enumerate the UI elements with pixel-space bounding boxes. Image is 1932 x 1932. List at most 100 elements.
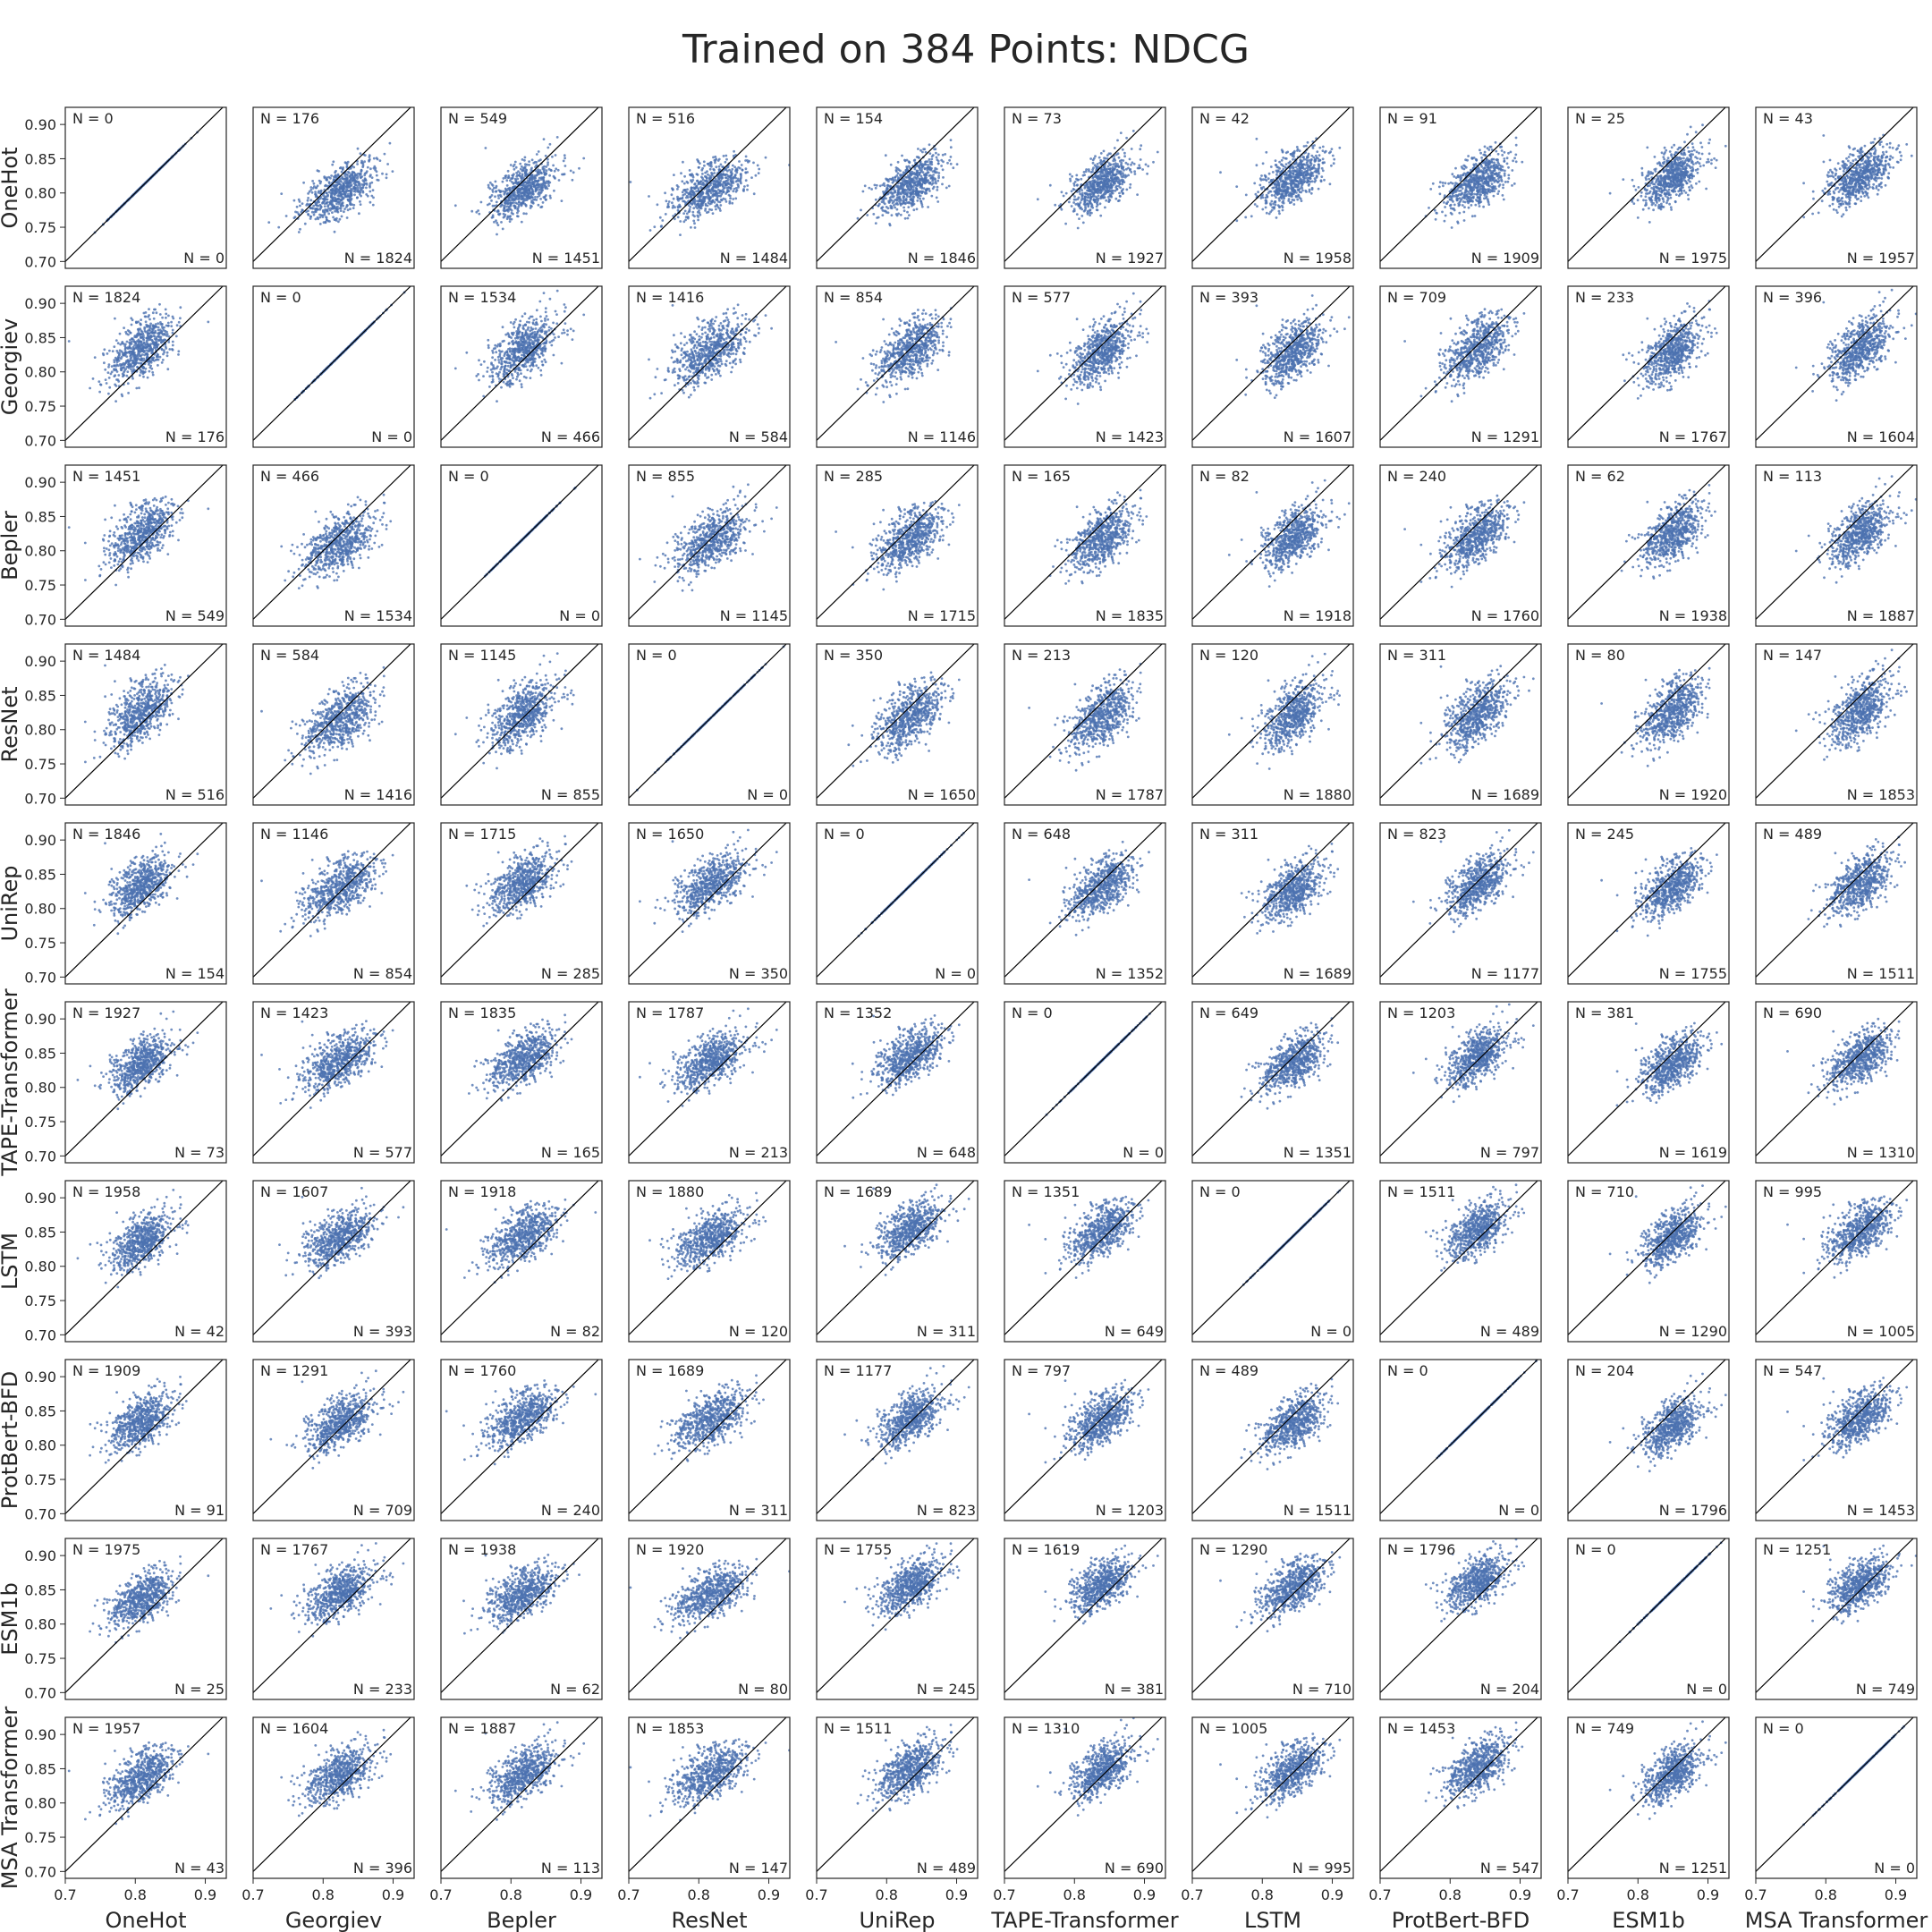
scatter-point — [1331, 148, 1334, 150]
scatter-point — [356, 196, 359, 199]
scatter-point — [1085, 203, 1088, 206]
scatter-point — [875, 222, 877, 225]
scatter-point — [517, 208, 520, 210]
scatter-point — [1470, 193, 1473, 196]
scatter-point — [1465, 185, 1468, 188]
scatter-point — [1439, 192, 1442, 195]
scatter-point — [1110, 192, 1113, 195]
scatter-point — [1654, 156, 1657, 158]
scatter-point — [1106, 172, 1109, 174]
scatter-point — [653, 225, 656, 228]
scatter-point — [475, 211, 478, 214]
scatter-point — [488, 203, 491, 206]
scatter-point — [1511, 184, 1513, 187]
scatter-point — [1275, 174, 1278, 176]
scatter-point — [924, 168, 927, 171]
scatter-point — [715, 178, 717, 181]
scatter-point — [942, 176, 945, 179]
scatter-point — [535, 199, 538, 201]
scatter-point — [712, 157, 715, 159]
scatter-point — [705, 196, 708, 199]
scatter-point — [1498, 180, 1501, 182]
scatter-point — [547, 180, 550, 182]
scatter-point — [517, 216, 520, 218]
scatter-point — [917, 156, 919, 158]
scatter-point — [757, 165, 759, 167]
scatter-point — [496, 201, 498, 204]
scatter-point — [1074, 203, 1077, 206]
scatter-point — [339, 167, 342, 170]
scatter-point — [886, 187, 888, 190]
scatter-point — [537, 180, 539, 182]
scatter-point — [1287, 177, 1290, 180]
scatter-point — [1302, 175, 1305, 178]
scatter-point — [353, 193, 356, 196]
scatter-point — [1069, 178, 1072, 181]
scatter-point — [696, 215, 699, 217]
scatter-point — [932, 187, 935, 190]
scatter-point — [1429, 188, 1432, 191]
scatter-point — [928, 152, 931, 155]
scatter-point — [504, 175, 507, 178]
scatter-point — [922, 179, 925, 182]
scatter-point — [726, 180, 729, 182]
scatter-point — [503, 177, 505, 180]
scatter-point — [547, 182, 550, 185]
scatter-point — [520, 175, 522, 178]
scatter-point — [1304, 164, 1307, 166]
scatter-point — [729, 183, 732, 186]
scatter-point — [1290, 172, 1292, 174]
scatter-point — [1301, 190, 1304, 192]
scatter-point — [509, 179, 512, 182]
scatter-point — [330, 174, 333, 177]
scatter-point — [696, 207, 699, 209]
scatter-point — [682, 200, 684, 203]
scatter-point — [325, 184, 327, 187]
scatter-point — [1502, 187, 1504, 190]
scatter-point — [556, 136, 559, 139]
scatter-point — [691, 211, 694, 214]
scatter-point — [523, 188, 526, 191]
scatter-point — [562, 174, 564, 176]
scatter-point — [327, 204, 330, 207]
scatter-point — [1470, 182, 1473, 184]
scatter-point — [686, 195, 689, 198]
diagonal-line — [817, 107, 974, 261]
scatter-point — [942, 160, 945, 163]
scatter-point — [1486, 195, 1488, 198]
scatter-point — [936, 158, 938, 161]
scatter-point — [714, 201, 716, 204]
scatter-point — [343, 174, 346, 177]
scatter-point — [359, 173, 361, 175]
scatter-point — [902, 200, 905, 203]
scatter-point — [1463, 168, 1466, 171]
scatter-point — [1103, 197, 1106, 199]
scatter-point — [711, 188, 714, 191]
scatter-point — [1133, 170, 1136, 173]
scatter-point — [1253, 182, 1256, 185]
scatter-point — [758, 168, 760, 171]
scatter-point — [1451, 226, 1453, 229]
scatter-point — [1106, 175, 1108, 178]
scatter-point — [902, 207, 905, 209]
scatter-point — [551, 156, 554, 158]
scatter-point — [1439, 181, 1442, 183]
scatter-point — [758, 172, 760, 174]
scatter-point — [510, 208, 513, 211]
scatter-point — [347, 171, 350, 174]
scatter-point — [558, 179, 561, 182]
scatter-point — [1500, 169, 1503, 172]
scatter-point — [913, 159, 916, 162]
scatter-point — [531, 191, 534, 194]
scatter-point — [521, 198, 524, 200]
scatter-point — [1322, 157, 1325, 160]
scatter-point — [1494, 169, 1496, 172]
scatter-point — [528, 189, 530, 191]
scatter-point — [1100, 178, 1103, 181]
scatter-point — [523, 159, 526, 162]
scatter-point — [738, 160, 741, 163]
scatter-point — [1129, 186, 1131, 189]
scatter-point — [911, 191, 914, 194]
scatter-point — [1265, 207, 1267, 209]
scatter-point — [343, 181, 346, 183]
